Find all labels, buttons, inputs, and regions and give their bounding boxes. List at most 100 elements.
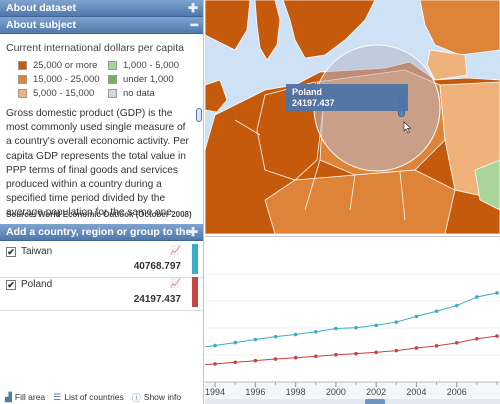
list-label: List of countries bbox=[64, 392, 124, 402]
legend-swatch bbox=[18, 89, 27, 98]
legend-item: no data bbox=[108, 88, 198, 99]
legend-swatch bbox=[108, 61, 117, 70]
data-point bbox=[253, 358, 258, 363]
country-checkbox[interactable]: ✔ bbox=[6, 280, 16, 290]
line-chart-icon: 📈 bbox=[170, 278, 182, 288]
country-name: Taiwan bbox=[21, 246, 53, 257]
x-tick-label: 1998 bbox=[286, 387, 306, 397]
legend-swatch bbox=[18, 61, 27, 70]
fill-area-label: Fill area bbox=[14, 392, 46, 402]
choropleth-map[interactable] bbox=[205, 0, 500, 234]
map-canvas bbox=[205, 0, 500, 234]
data-point bbox=[334, 352, 338, 357]
series-line-taiwan bbox=[205, 292, 498, 348]
legend-label: under 1,000 bbox=[123, 74, 174, 85]
data-point bbox=[434, 344, 439, 348]
list-of-countries-button[interactable]: ☰ List of countries bbox=[53, 392, 124, 403]
bottom-toolbar: ▟ Fill area ☰ List of countries ⓘ Show info bbox=[0, 390, 204, 404]
x-tick-label: 2002 bbox=[366, 387, 386, 397]
map-tooltip: Poland 24197.437 bbox=[286, 84, 408, 111]
expand-icon[interactable]: ✚ bbox=[187, 1, 198, 15]
show-info-button[interactable]: ⓘ Show info bbox=[132, 391, 181, 404]
data-point bbox=[434, 309, 439, 314]
add-country-header[interactable]: Add a country, region or group to the ch… bbox=[0, 224, 203, 255]
country-row-taiwan[interactable]: ✔ Taiwan 📈 40768.797 bbox=[0, 242, 203, 278]
legend-item: 15,000 - 25,000 bbox=[18, 74, 108, 85]
data-point bbox=[213, 343, 217, 348]
data-point bbox=[394, 348, 399, 353]
legend-label: no data bbox=[123, 88, 155, 99]
x-tick-label: 2000 bbox=[326, 387, 346, 397]
country-value: 40768.797 bbox=[133, 261, 181, 272]
legend-item: under 1,000 bbox=[108, 74, 198, 85]
subject-description: Gross domestic product (GDP) is the most… bbox=[6, 108, 189, 226]
timeline-scroll-thumb bbox=[365, 399, 385, 404]
data-point bbox=[293, 332, 298, 337]
x-tick-label: 1994 bbox=[205, 387, 225, 397]
legend-label: 15,000 - 25,000 bbox=[33, 74, 100, 85]
data-point bbox=[394, 320, 399, 324]
legend-item: 5,000 - 15,000 bbox=[18, 88, 108, 99]
data-point bbox=[374, 350, 378, 355]
legend-item: 25,000 or more bbox=[18, 60, 108, 71]
data-point bbox=[213, 362, 217, 366]
data-point bbox=[454, 341, 459, 345]
data-point bbox=[313, 354, 318, 359]
area-chart-icon: ▟ bbox=[5, 391, 12, 402]
country-value: 24197.437 bbox=[133, 294, 181, 305]
data-point bbox=[313, 329, 318, 334]
series-color-swatch bbox=[192, 244, 198, 274]
data-point bbox=[354, 325, 358, 330]
data-point bbox=[374, 323, 378, 328]
country-checkbox[interactable]: ✔ bbox=[6, 247, 16, 257]
panel-scrollbar[interactable] bbox=[196, 108, 202, 122]
legend-label: 25,000 or more bbox=[33, 60, 98, 71]
data-point bbox=[273, 334, 278, 339]
about-subject-label: About subject bbox=[6, 19, 76, 31]
x-tick-label: 2006 bbox=[447, 387, 467, 397]
series-line-poland bbox=[205, 335, 498, 366]
data-point bbox=[475, 337, 479, 341]
timeline-scrollbar bbox=[205, 399, 500, 404]
x-tick-label: 1996 bbox=[245, 387, 265, 397]
country-name: Poland bbox=[21, 279, 53, 290]
data-point bbox=[495, 291, 499, 295]
data-point bbox=[495, 334, 499, 338]
data-point bbox=[253, 337, 258, 342]
data-point bbox=[293, 355, 298, 360]
expand-icon[interactable]: ✚ bbox=[187, 225, 198, 239]
x-tick-label: 2004 bbox=[406, 387, 426, 397]
data-point bbox=[273, 357, 278, 361]
about-dataset-header[interactable]: About dataset ✚ bbox=[0, 0, 203, 17]
data-point bbox=[354, 351, 358, 356]
legend-item: 1,000 - 5,000 bbox=[108, 60, 198, 71]
map-legend: 25,000 or more 1,000 - 5,000 15,000 - 25… bbox=[18, 60, 192, 99]
subject-subtitle: Current international dollars per capita bbox=[6, 42, 185, 54]
legend-label: 1,000 - 5,000 bbox=[123, 60, 179, 71]
data-point bbox=[454, 303, 459, 308]
chart-svg: 1994 1996 1998 2000 2002 2004 2006 bbox=[205, 273, 500, 404]
subject-source: Source: World Economic Outlook (October … bbox=[6, 210, 192, 219]
country-row-poland[interactable]: ✔ Poland 📈 24197.437 bbox=[0, 275, 203, 311]
data-point bbox=[233, 340, 238, 345]
legend-swatch bbox=[108, 75, 117, 84]
about-subject-header[interactable]: About subject ━ bbox=[0, 17, 203, 34]
cursor-icon bbox=[403, 121, 412, 134]
show-info-label: Show info bbox=[143, 392, 182, 402]
legend-label: 5,000 - 15,000 bbox=[33, 88, 95, 99]
line-chart-icon: 📈 bbox=[170, 245, 182, 255]
legend-swatch bbox=[18, 75, 27, 84]
x-axis-band bbox=[205, 382, 500, 404]
data-point bbox=[475, 295, 479, 299]
data-point bbox=[233, 360, 238, 365]
fill-area-button[interactable]: ▟ Fill area bbox=[5, 392, 45, 403]
tooltip-value: 24197.437 bbox=[292, 98, 335, 108]
data-point bbox=[334, 326, 338, 331]
about-dataset-label: About dataset bbox=[6, 2, 77, 14]
add-country-label: Add a country, region or group to the ch… bbox=[6, 226, 192, 255]
series-color-swatch bbox=[192, 277, 198, 307]
tooltip-country: Poland bbox=[292, 87, 323, 97]
collapse-icon[interactable]: ━ bbox=[190, 18, 198, 32]
list-icon: ☰ bbox=[53, 391, 62, 402]
line-chart[interactable]: 1994 1996 1998 2000 2002 2004 2006 bbox=[205, 236, 500, 404]
